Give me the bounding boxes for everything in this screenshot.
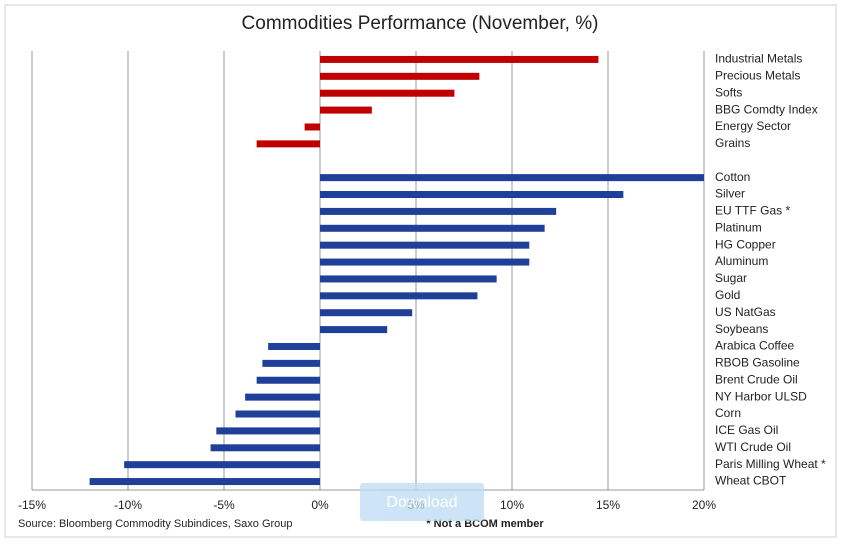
- category-label: Softs: [715, 85, 742, 99]
- bar: [216, 427, 320, 435]
- bar: [320, 72, 480, 80]
- category-label: HG Copper: [715, 237, 776, 251]
- bar: [320, 106, 372, 114]
- category-label: Sugar: [715, 271, 747, 285]
- x-tick-label: 10%: [500, 498, 524, 512]
- category-label: ICE Gas Oil: [715, 423, 778, 437]
- bar: [262, 359, 320, 367]
- category-label: Corn: [715, 406, 741, 420]
- category-label: Brent Crude Oil: [715, 372, 798, 386]
- x-tick-label: -5%: [213, 498, 235, 512]
- source: Source: Bloomberg Commodity Subindices, …: [18, 518, 293, 530]
- category-label: Gold: [715, 288, 740, 302]
- category-label: Grains: [715, 136, 750, 150]
- x-tick-label: 20%: [692, 498, 716, 512]
- bar: [320, 191, 624, 199]
- download-button[interactable]: Download: [360, 483, 484, 521]
- category-label: Industrial Metals: [715, 52, 802, 66]
- download-button-bg[interactable]: [360, 483, 484, 521]
- x-tick-label: 15%: [596, 498, 620, 512]
- category-label: EU TTF Gas *: [715, 204, 790, 218]
- bar: [320, 241, 530, 249]
- bar: [320, 309, 413, 317]
- category-label: RBOB Gasoline: [715, 356, 800, 370]
- category-label: NY Harbor ULSD: [715, 389, 807, 403]
- bar: [256, 376, 320, 384]
- bar: [210, 444, 320, 452]
- bar: [89, 478, 320, 486]
- bar: [320, 258, 530, 266]
- bar: [320, 275, 497, 283]
- bar: [304, 123, 320, 131]
- download-button-label[interactable]: Download: [386, 494, 457, 511]
- category-label: Aluminum: [715, 254, 768, 268]
- category-label: US NatGas: [715, 305, 776, 319]
- x-tick-label: -10%: [114, 498, 142, 512]
- category-label: Energy Sector: [715, 119, 791, 133]
- category-label: Soybeans: [715, 322, 768, 336]
- x-tick-label: 0%: [311, 498, 329, 512]
- category-label: WTI Crude Oil: [715, 440, 791, 454]
- category-label: Paris Milling Wheat *: [715, 457, 826, 471]
- chart-frame: [4, 4, 837, 538]
- bar: [320, 174, 704, 182]
- bar: [256, 140, 320, 148]
- bar: [320, 55, 599, 63]
- category-label: Platinum: [715, 220, 762, 234]
- bar: [320, 224, 545, 232]
- bar: [124, 461, 320, 469]
- category-label: Wheat CBOT: [715, 474, 787, 488]
- category-label: Silver: [715, 187, 745, 201]
- bar: [235, 410, 320, 418]
- bar: [320, 207, 557, 215]
- x-tick-label: -15%: [18, 498, 46, 512]
- bar: [320, 292, 478, 300]
- category-label: Cotton: [715, 170, 750, 184]
- chart-title: Commodities Performance (November, %): [242, 13, 599, 34]
- bar: [320, 89, 455, 97]
- category-label: Arabica Coffee: [715, 339, 794, 353]
- bar: [245, 393, 320, 401]
- category-label: BBG Comdty Index: [715, 102, 818, 116]
- category-label: Precious Metals: [715, 68, 800, 82]
- bar: [268, 342, 320, 350]
- bar: [320, 326, 388, 334]
